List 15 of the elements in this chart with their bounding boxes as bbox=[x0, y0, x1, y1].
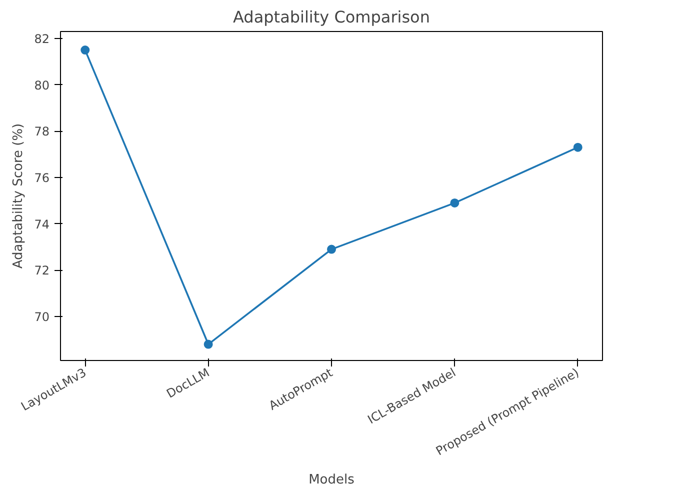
point bbox=[573, 142, 582, 152]
x-axis-title: Models bbox=[308, 472, 355, 488]
point bbox=[80, 46, 90, 55]
y-axis-title: Adaptability Score (%) bbox=[11, 123, 26, 269]
y-tick-label: 70 bbox=[34, 310, 50, 324]
point bbox=[327, 244, 336, 254]
y-tick-label: 72 bbox=[34, 264, 50, 278]
point bbox=[450, 198, 460, 208]
point bbox=[204, 340, 213, 349]
y-tick-label: 78 bbox=[34, 124, 50, 139]
y-tick-label: 82 bbox=[34, 32, 50, 46]
y-tick-label: 76 bbox=[34, 170, 50, 185]
chart-title: Adaptability Comparison bbox=[233, 8, 430, 26]
y-tick-label: 80 bbox=[34, 78, 50, 92]
y-tick-label: 74 bbox=[34, 217, 50, 232]
